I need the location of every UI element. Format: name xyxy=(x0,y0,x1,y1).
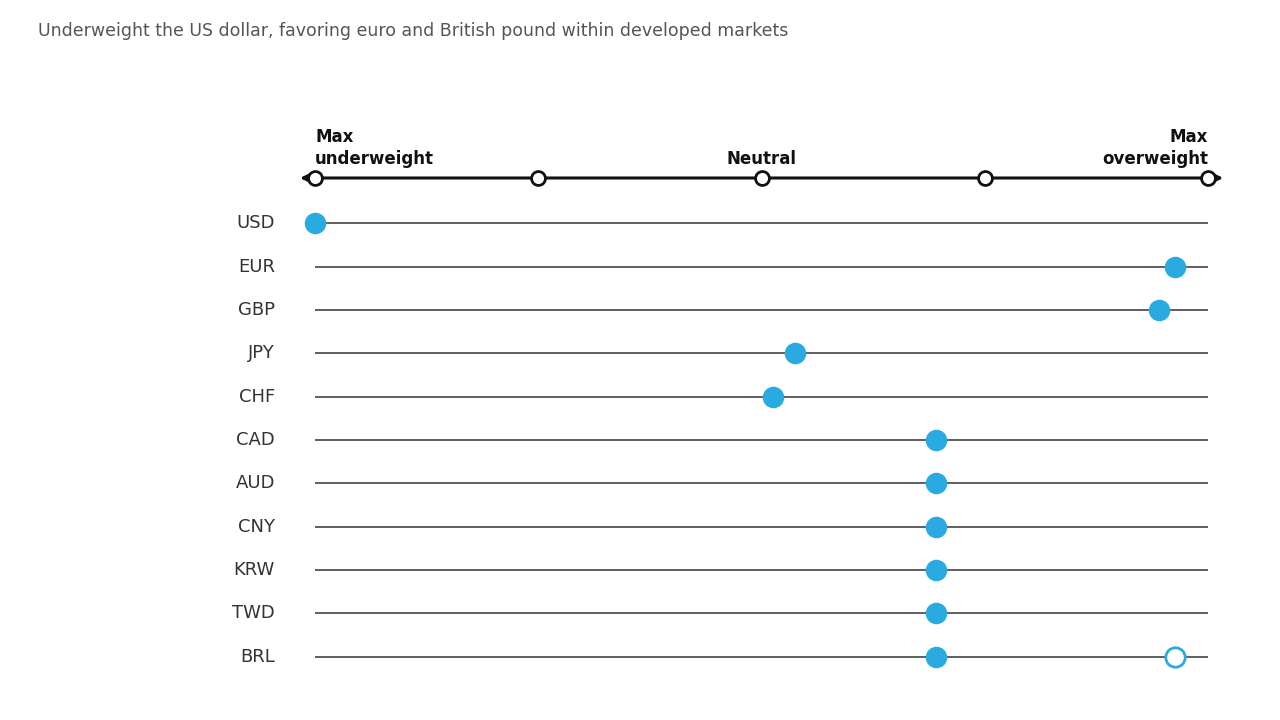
Text: Underweight the US dollar, favoring euro and British pound within developed mark: Underweight the US dollar, favoring euro… xyxy=(38,22,788,40)
Text: TWD: TWD xyxy=(232,604,275,622)
Text: EUR: EUR xyxy=(238,258,275,276)
Text: AUD: AUD xyxy=(236,474,275,492)
Text: CAD: CAD xyxy=(236,431,275,449)
Text: CNY: CNY xyxy=(238,518,275,536)
Text: KRW: KRW xyxy=(234,561,275,579)
Text: CHF: CHF xyxy=(238,387,275,405)
Text: Max
underweight: Max underweight xyxy=(315,128,434,168)
Text: JPY: JPY xyxy=(248,344,275,362)
Text: Max
overweight: Max overweight xyxy=(1102,128,1208,168)
Text: GBP: GBP xyxy=(238,301,275,319)
Text: USD: USD xyxy=(237,215,275,233)
Text: BRL: BRL xyxy=(241,647,275,665)
Text: Neutral: Neutral xyxy=(727,150,796,168)
